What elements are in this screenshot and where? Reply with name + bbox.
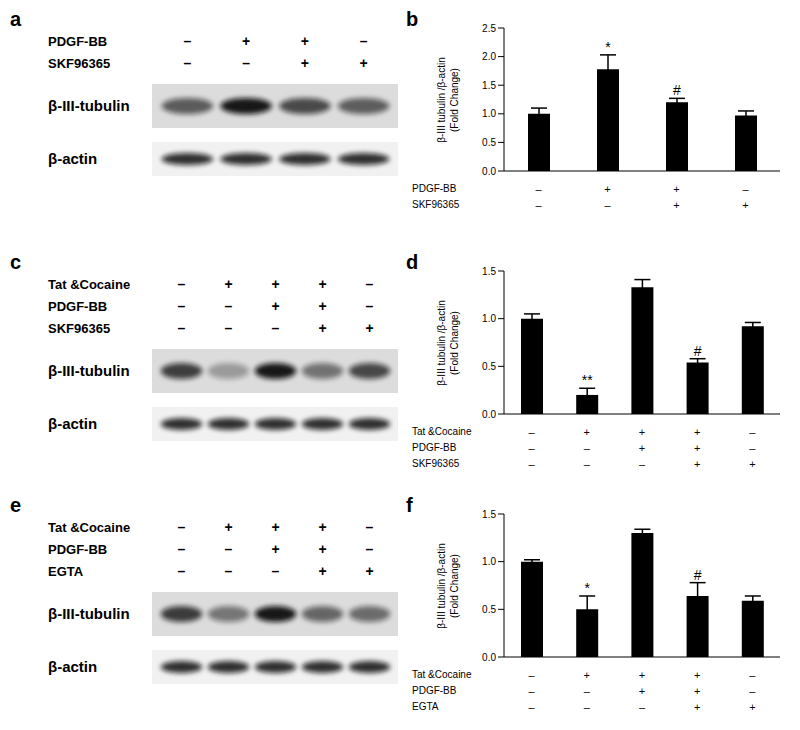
svg-text:+: + bbox=[365, 563, 373, 579]
html-text:PDGF-BB: PDGF-BB bbox=[412, 442, 457, 453]
svg-text:–: – bbox=[225, 541, 233, 557]
html-text:d: d bbox=[406, 251, 419, 273]
html-text:c: c bbox=[10, 251, 22, 273]
svg-text:–: – bbox=[178, 276, 186, 292]
svg-text:+: + bbox=[318, 276, 326, 292]
svg-text:–: – bbox=[225, 320, 233, 336]
svg-text:–: – bbox=[178, 541, 186, 557]
svg-text:0.5: 0.5 bbox=[482, 361, 496, 372]
svg-text:1.5: 1.5 bbox=[482, 266, 496, 277]
svg-text:2.0: 2.0 bbox=[482, 51, 496, 62]
svg-text:1.5: 1.5 bbox=[482, 509, 496, 520]
svg-text:0.0: 0.0 bbox=[482, 166, 496, 177]
html-text:e: e bbox=[10, 494, 22, 516]
html-text:Tat &Cocaine: Tat &Cocaine bbox=[412, 426, 472, 437]
html-text:a: a bbox=[10, 8, 22, 30]
svg-text:+: + bbox=[224, 519, 232, 535]
svg-text:–: – bbox=[178, 298, 186, 314]
svg-text:+: + bbox=[318, 563, 326, 579]
svg-text:β-III-tubulin: β-III-tubulin bbox=[48, 97, 130, 114]
svg-text:β-actin: β-actin bbox=[48, 658, 97, 675]
svg-text:+: + bbox=[271, 298, 279, 314]
svg-text:1.5: 1.5 bbox=[482, 80, 496, 91]
svg-text:–: – bbox=[242, 55, 250, 71]
html-text:f: f bbox=[406, 494, 413, 516]
html-text:SKF96365: SKF96365 bbox=[412, 199, 460, 210]
svg-text:–: – bbox=[360, 33, 368, 49]
html-text:Tat &Cocaine: Tat &Cocaine bbox=[412, 669, 472, 680]
svg-text:Tat &Cocaine: Tat &Cocaine bbox=[48, 277, 130, 292]
svg-text:β-actin: β-actin bbox=[48, 150, 97, 167]
html-text:β-III tubulin /β-actin (Fold C: β-III tubulin /β-actin (Fold Change) bbox=[435, 542, 459, 629]
html-text:SKF96365: SKF96365 bbox=[412, 458, 460, 469]
svg-text:+: + bbox=[224, 276, 232, 292]
html-text:PDGF-BB: PDGF-BB bbox=[412, 183, 457, 194]
svg-text:#: # bbox=[694, 567, 702, 583]
svg-text:**: ** bbox=[582, 372, 593, 388]
svg-text:–: – bbox=[272, 320, 280, 336]
svg-text:–: – bbox=[272, 563, 280, 579]
svg-text:–: – bbox=[225, 298, 233, 314]
svg-text:–: – bbox=[366, 276, 374, 292]
svg-text:2.5: 2.5 bbox=[482, 23, 496, 34]
svg-text:+: + bbox=[318, 541, 326, 557]
svg-text:–: – bbox=[178, 320, 186, 336]
svg-text:+: + bbox=[301, 33, 309, 49]
svg-text:+: + bbox=[318, 320, 326, 336]
svg-text:PDGF-BB: PDGF-BB bbox=[48, 542, 107, 557]
svg-text:1.0: 1.0 bbox=[482, 313, 496, 324]
svg-text:–: – bbox=[183, 33, 191, 49]
svg-text:PDGF-BB: PDGF-BB bbox=[48, 34, 107, 49]
svg-text:+: + bbox=[318, 519, 326, 535]
svg-text:+: + bbox=[301, 55, 309, 71]
svg-text:+: + bbox=[360, 55, 368, 71]
svg-text:1.0: 1.0 bbox=[482, 108, 496, 119]
svg-text:+: + bbox=[271, 519, 279, 535]
html-text:PDGF-BB: PDGF-BB bbox=[412, 685, 457, 696]
svg-text:β-actin: β-actin bbox=[48, 415, 97, 432]
svg-text:Tat &Cocaine: Tat &Cocaine bbox=[48, 520, 130, 535]
svg-text:*: * bbox=[584, 580, 590, 596]
svg-text:+: + bbox=[271, 541, 279, 557]
svg-text:+: + bbox=[365, 320, 373, 336]
svg-text:+: + bbox=[271, 276, 279, 292]
svg-text:–: – bbox=[183, 55, 191, 71]
svg-text:*: * bbox=[605, 39, 611, 55]
svg-text:SKF96365: SKF96365 bbox=[48, 321, 110, 336]
svg-text:–: – bbox=[366, 519, 374, 535]
svg-text:–: – bbox=[225, 563, 233, 579]
svg-text:#: # bbox=[673, 82, 681, 98]
svg-text:–: – bbox=[178, 519, 186, 535]
svg-text:#: # bbox=[694, 343, 702, 359]
svg-text:–: – bbox=[366, 298, 374, 314]
svg-text:PDGF-BB: PDGF-BB bbox=[48, 299, 107, 314]
svg-text:0.0: 0.0 bbox=[482, 409, 496, 420]
svg-text:SKF96365: SKF96365 bbox=[48, 56, 110, 71]
svg-text:β-III-tubulin: β-III-tubulin bbox=[48, 605, 130, 622]
html-text:β-III tubulin /β-actin (Fold C: β-III tubulin /β-actin (Fold Change) bbox=[435, 56, 459, 143]
html-text:b: b bbox=[406, 8, 419, 30]
svg-text:+: + bbox=[242, 33, 250, 49]
svg-text:β-III-tubulin: β-III-tubulin bbox=[48, 362, 130, 379]
svg-text:+: + bbox=[318, 298, 326, 314]
svg-text:0.5: 0.5 bbox=[482, 604, 496, 615]
svg-text:0.5: 0.5 bbox=[482, 137, 496, 148]
svg-text:0.0: 0.0 bbox=[482, 652, 496, 663]
svg-text:–: – bbox=[366, 541, 374, 557]
html-text:EGTA: EGTA bbox=[412, 701, 439, 712]
svg-text:1.0: 1.0 bbox=[482, 556, 496, 567]
svg-text:EGTA: EGTA bbox=[48, 564, 84, 579]
svg-text:–: – bbox=[178, 563, 186, 579]
html-text:β-III tubulin /β-actin (Fold C: β-III tubulin /β-actin (Fold Change) bbox=[435, 299, 459, 386]
